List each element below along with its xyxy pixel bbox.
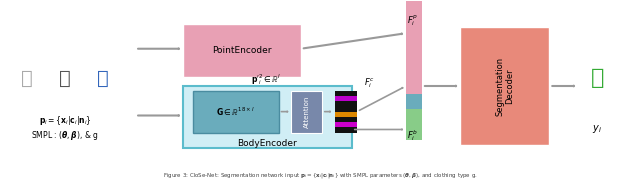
Text: PointEncoder: PointEncoder	[212, 46, 272, 55]
Text: $\mathbf{G} \in \mathbb{R}^{18\times l}$: $\mathbf{G} \in \mathbb{R}^{18\times l}$	[216, 105, 255, 118]
Bar	[335, 106, 357, 112]
Text: 🧍: 🧍	[60, 69, 71, 88]
Text: 🧍: 🧍	[21, 69, 33, 88]
Text: Attention: Attention	[303, 95, 310, 128]
Text: Segmentation
Decoder: Segmentation Decoder	[495, 56, 515, 115]
Bar	[335, 117, 357, 122]
Text: $y_i$: $y_i$	[592, 123, 602, 136]
Bar	[406, 1, 422, 94]
FancyBboxPatch shape	[291, 91, 322, 133]
Text: 🧍: 🧍	[97, 69, 109, 88]
FancyBboxPatch shape	[183, 86, 352, 148]
FancyBboxPatch shape	[183, 24, 301, 77]
Text: $\mathbf{p}_i = \{\mathbf{x}_i|\mathbf{c}_i|\mathbf{n}_i\}$: $\mathbf{p}_i = \{\mathbf{x}_i|\mathbf{c…	[38, 114, 92, 127]
Bar	[335, 122, 357, 127]
Bar	[406, 94, 422, 109]
Text: $F_i^b$: $F_i^b$	[407, 128, 418, 143]
Bar	[335, 101, 357, 106]
Text: $F_i^c$: $F_i^c$	[364, 76, 375, 90]
Bar	[335, 127, 357, 133]
Bar	[335, 91, 357, 96]
Text: $F_i^p$: $F_i^p$	[407, 13, 418, 28]
Text: $\mathbf{p}'^2_i \in \mathbb{R}^l$: $\mathbf{p}'^2_i \in \mathbb{R}^l$	[251, 72, 281, 87]
Text: 🧍: 🧍	[591, 68, 604, 88]
Text: SMPL : $(\boldsymbol{\theta}, \boldsymbol{\beta})$, & g: SMPL : $(\boldsymbol{\theta}, \boldsymbo…	[31, 129, 99, 142]
Bar	[335, 96, 357, 101]
Bar	[406, 109, 422, 140]
FancyBboxPatch shape	[193, 91, 278, 133]
FancyBboxPatch shape	[460, 27, 549, 145]
Bar	[335, 112, 357, 117]
Text: BodyEncoder: BodyEncoder	[237, 139, 298, 148]
Text: Figure 3: CloSe-Net: Segmentation network input $\mathbf{p}_i = \{\mathbf{x}_i|\: Figure 3: CloSe-Net: Segmentation networ…	[163, 171, 477, 180]
